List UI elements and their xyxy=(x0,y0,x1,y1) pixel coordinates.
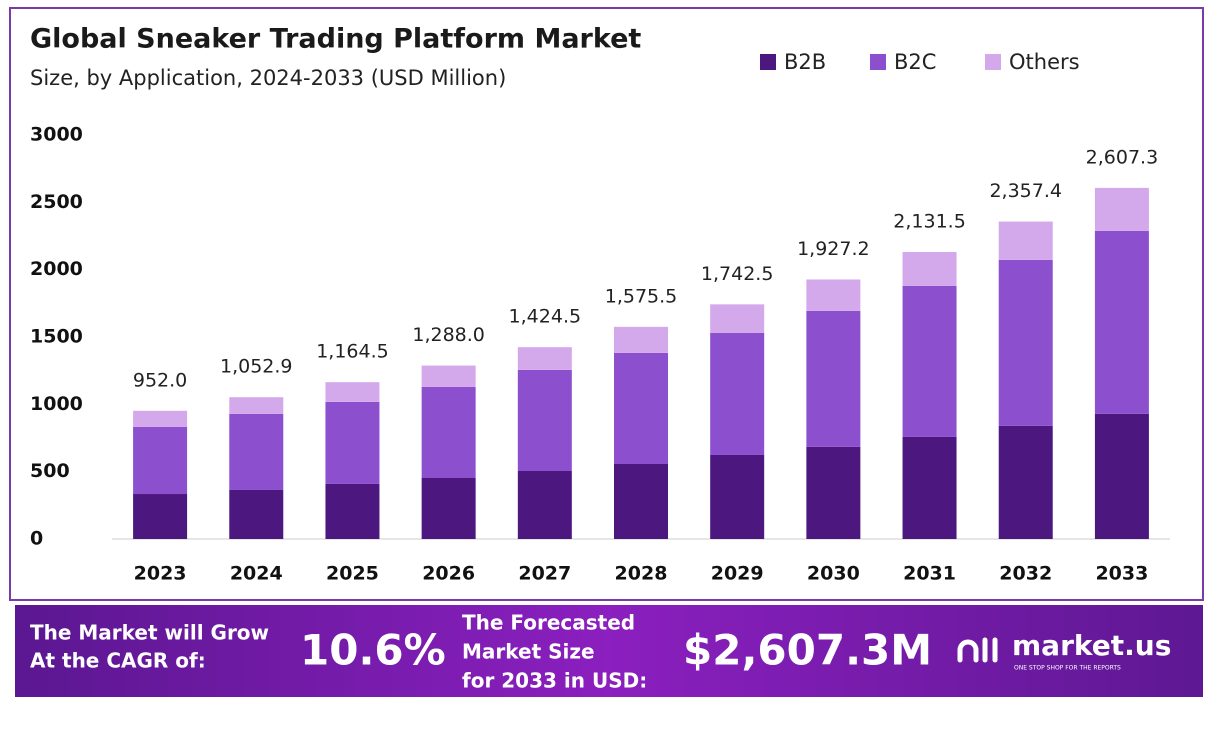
total-label: 1,424.5 xyxy=(509,306,582,328)
y-tick-label: 2500 xyxy=(30,191,83,213)
total-label: 1,927.2 xyxy=(797,238,870,260)
total-label: 2,357.4 xyxy=(989,180,1062,202)
total-label: 952.0 xyxy=(133,369,187,391)
legend-label: B2C xyxy=(894,50,936,74)
bar-segment xyxy=(806,310,861,447)
total-label: 1,288.0 xyxy=(412,324,485,346)
legend-swatch xyxy=(760,54,776,70)
y-tick-label: 3000 xyxy=(30,124,83,146)
x-tick-label: 2033 xyxy=(1095,563,1148,585)
brand-name: market.us xyxy=(1012,629,1171,662)
bar-segment xyxy=(229,489,284,539)
legend-label: Others xyxy=(1009,50,1080,74)
total-label: 2,131.5 xyxy=(893,210,966,232)
bar-segment xyxy=(902,251,957,286)
footer-banner xyxy=(15,605,1203,697)
bar-segment xyxy=(1094,413,1149,539)
forecast-value: $2,607.3M xyxy=(683,626,932,675)
x-tick-label: 2031 xyxy=(903,563,956,585)
cagr-value: 10.6% xyxy=(300,626,446,675)
bar-segment xyxy=(710,454,765,539)
footer-text: At the CAGR of: xyxy=(30,649,206,673)
x-tick-label: 2023 xyxy=(134,563,187,585)
footer-text: The Market will Grow xyxy=(30,621,269,645)
total-label: 1,742.5 xyxy=(701,263,774,285)
x-tick-label: 2028 xyxy=(615,563,668,585)
bar-segment xyxy=(614,352,668,464)
bar-segment xyxy=(998,259,1053,426)
x-tick-label: 2026 xyxy=(422,563,475,585)
bar-segment xyxy=(325,483,380,539)
bar-segment xyxy=(1094,187,1149,231)
bar-segment xyxy=(710,332,765,455)
bar-segment xyxy=(902,285,957,437)
bar-segment xyxy=(1094,230,1149,414)
y-tick-label: 2000 xyxy=(30,258,83,280)
x-tick-label: 2027 xyxy=(518,563,571,585)
brand-logo xyxy=(957,637,998,663)
total-label: 2,607.3 xyxy=(1086,146,1159,168)
bar-segment xyxy=(998,425,1053,539)
x-tick-label: 2032 xyxy=(999,563,1052,585)
bar-segment xyxy=(710,304,765,333)
x-tick-label: 2030 xyxy=(807,563,860,585)
footer-text: The Forecasted xyxy=(462,611,635,635)
chart-title: Global Sneaker Trading Platform Market xyxy=(30,24,641,55)
bar-segment xyxy=(133,426,188,495)
legend-swatch xyxy=(985,54,1001,70)
plot: 0 500 1000 1500 2000 2500 3000 B2B B2C Others 952.… xyxy=(30,50,1170,585)
total-label: 1,052.9 xyxy=(220,356,293,378)
x-tick-label: 2029 xyxy=(711,563,764,585)
y-tick-label: 1000 xyxy=(30,393,83,415)
bar-segment xyxy=(998,221,1053,260)
bar-segment xyxy=(614,326,668,353)
bar-segment xyxy=(325,401,380,484)
y-tick-label: 500 xyxy=(30,460,70,482)
bar-segment xyxy=(421,477,476,539)
chart-subtitle: Size, by Application, 2024-2033 (USD Mil… xyxy=(30,66,506,90)
bar-segment xyxy=(229,397,284,414)
bar-segment xyxy=(517,470,572,539)
footer-text: Market Size xyxy=(462,640,595,664)
y-tick-label: 0 xyxy=(30,528,43,550)
bar-segment xyxy=(614,463,668,539)
x-tick-label: 2024 xyxy=(230,563,283,585)
bar-segment xyxy=(517,369,572,471)
legend-label: B2B xyxy=(784,50,826,74)
bar-segment xyxy=(806,279,861,311)
total-label: 1,164.5 xyxy=(316,341,389,363)
bar-segment xyxy=(133,410,188,427)
bar-segment xyxy=(421,386,476,478)
legend-swatch xyxy=(870,54,886,70)
bar-segment xyxy=(517,347,572,370)
footer-text: for 2033 in USD: xyxy=(462,669,647,693)
bar-segment xyxy=(806,446,861,539)
x-tick-label: 2025 xyxy=(326,563,379,585)
bar-segment xyxy=(325,382,380,402)
bar-segment xyxy=(902,436,957,539)
bar-segment xyxy=(421,365,476,387)
y-tick-label: 1500 xyxy=(30,326,83,348)
brand-tagline: ONE STOP SHOP FOR THE REPORTS xyxy=(1014,665,1121,672)
bar-segment xyxy=(229,413,284,490)
bar-segment xyxy=(133,494,188,539)
total-label: 1,575.5 xyxy=(605,285,678,307)
chart-border xyxy=(9,7,1204,601)
